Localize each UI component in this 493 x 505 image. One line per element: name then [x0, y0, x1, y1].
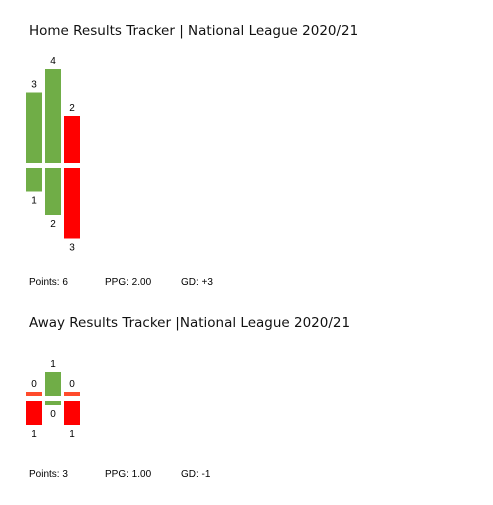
away-results-chart: 0 1 1 0 0 1 — [26, 359, 80, 440]
away-ppg: PPG: 1.00 — [105, 469, 152, 480]
bar-upper — [45, 372, 61, 396]
data-label: 2 — [69, 103, 75, 114]
bar-lower — [64, 168, 80, 239]
data-label: 1 — [50, 359, 56, 370]
home-ppg: PPG: 2.00 — [105, 277, 152, 288]
bar-lower — [26, 401, 42, 425]
home-gd: GD: +3 — [181, 277, 213, 288]
data-label: 0 — [31, 379, 37, 390]
bar-upper — [45, 69, 61, 163]
bar-lower — [45, 168, 61, 215]
data-label: 0 — [69, 379, 75, 390]
data-label: 3 — [31, 80, 37, 91]
away-chart-title: Away Results Tracker |National League 20… — [29, 315, 351, 331]
away-points: Points: 3 — [29, 469, 68, 480]
data-label: 0 — [50, 409, 56, 420]
data-label: 4 — [50, 56, 56, 67]
bar-lower — [64, 401, 80, 425]
home-chart-title: Home Results Tracker | National League 2… — [29, 23, 359, 39]
data-label: 3 — [69, 243, 75, 254]
home-results-chart: 3 1 4 2 2 3 — [26, 56, 80, 254]
home-points: Points: 6 — [29, 277, 68, 288]
data-label: 1 — [69, 429, 75, 440]
bar-upper — [64, 116, 80, 163]
bar-lower — [45, 401, 61, 405]
bar-upper — [26, 92, 42, 163]
away-gd: GD: -1 — [181, 469, 211, 480]
data-label: 2 — [50, 219, 56, 230]
data-label: 1 — [31, 196, 37, 207]
bar-upper — [64, 392, 80, 396]
bar-upper — [26, 392, 42, 396]
bar-lower — [26, 168, 42, 192]
data-label: 1 — [31, 429, 37, 440]
